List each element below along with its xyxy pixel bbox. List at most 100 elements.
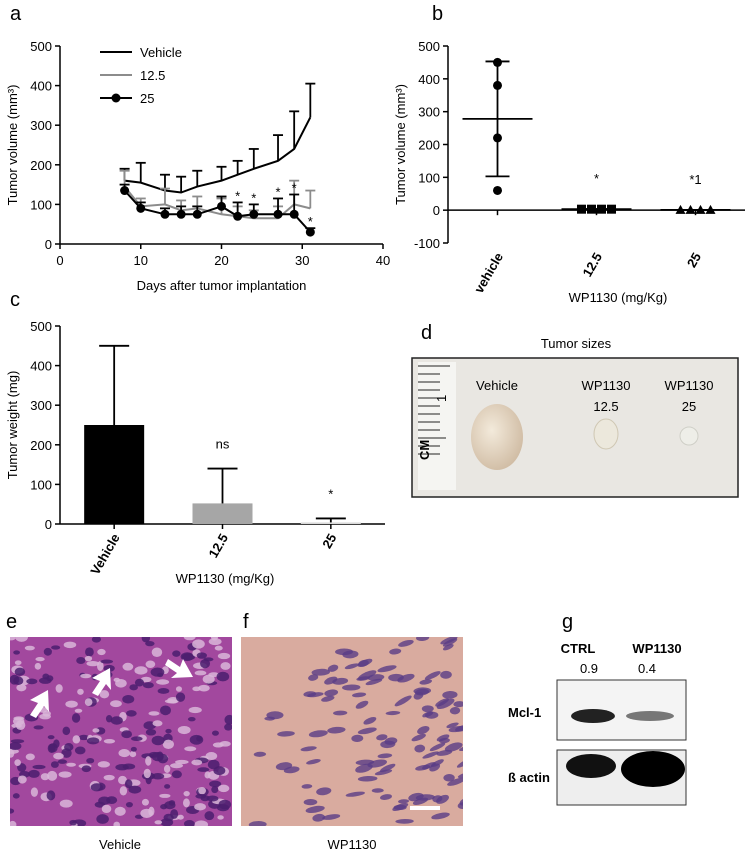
cell [39, 713, 51, 720]
cell [170, 763, 184, 769]
cell [152, 720, 163, 727]
point [249, 209, 259, 219]
cell [118, 775, 127, 785]
cell [164, 699, 178, 704]
cell [183, 820, 195, 826]
y-tick-label: 400 [30, 79, 52, 94]
cell [352, 692, 367, 698]
chart-b: b -100 0 100 200 300 400 500 Tumor volume (mm³) v… [393, 3, 745, 305]
cell [472, 702, 490, 713]
cell [118, 749, 131, 758]
cell [74, 746, 86, 755]
cell [487, 634, 498, 641]
cell [224, 723, 232, 731]
cell [156, 679, 170, 685]
cell [204, 811, 215, 821]
cell [415, 764, 431, 771]
cell [78, 734, 90, 741]
cell [177, 726, 191, 735]
cell [520, 635, 533, 646]
panel-label: g [562, 611, 573, 633]
x-tick-label: 25 [684, 250, 704, 270]
cell [211, 730, 219, 736]
cell [535, 612, 554, 625]
x-tick-label: 12.5 [205, 531, 231, 560]
cell [344, 663, 360, 670]
cell [531, 601, 549, 614]
cell [397, 673, 415, 683]
cell [447, 777, 463, 786]
cell [10, 808, 15, 814]
cell [538, 789, 550, 798]
panel-label: b [432, 3, 443, 25]
point [273, 209, 283, 219]
cell [411, 733, 426, 742]
cell [103, 774, 115, 781]
cell [429, 742, 446, 752]
x-tick-label: vehicle [471, 250, 506, 296]
cell [429, 763, 441, 772]
cell [442, 690, 458, 699]
x-tick-label: 40 [376, 253, 390, 268]
cell [62, 726, 71, 736]
significance: * [275, 184, 280, 199]
point [120, 186, 130, 196]
cell [177, 814, 184, 820]
cell [534, 630, 551, 644]
cell [170, 809, 179, 819]
cell [128, 785, 142, 794]
cell [371, 788, 384, 793]
cell [160, 705, 171, 716]
cell [194, 670, 207, 676]
y-tick-label: 200 [30, 158, 52, 173]
cell [453, 701, 463, 708]
cell [53, 752, 64, 760]
cell [151, 735, 165, 746]
point [136, 203, 146, 213]
cell [324, 689, 339, 697]
panel-label: a [10, 3, 22, 25]
cell [463, 796, 474, 804]
cell [32, 764, 46, 770]
y-tick-label: 100 [418, 170, 440, 185]
cell [332, 677, 349, 685]
cell [13, 716, 25, 721]
cell [59, 799, 73, 808]
cell [125, 801, 133, 808]
cell [194, 820, 209, 826]
cell [345, 791, 365, 797]
cell [457, 802, 463, 809]
cell [148, 751, 160, 758]
y-tick-label: -100 [414, 236, 440, 251]
cell [442, 644, 454, 651]
cell [197, 767, 210, 772]
cell [28, 769, 40, 778]
y-tick-label: 300 [418, 105, 440, 120]
cell [376, 734, 388, 741]
cell [449, 617, 464, 627]
cell [58, 771, 72, 778]
cell [26, 678, 38, 685]
cell [10, 739, 25, 744]
cell [492, 634, 511, 648]
cell [10, 637, 16, 641]
x-axis-label: WP1130 (mg/Kg) [569, 290, 668, 305]
cell [134, 678, 145, 687]
cell [96, 814, 109, 824]
cell [113, 821, 121, 826]
cell [141, 637, 151, 643]
cell [477, 770, 490, 780]
point [160, 209, 170, 219]
cell [84, 655, 93, 662]
cell [17, 775, 27, 784]
cell [50, 761, 59, 768]
cell [86, 737, 100, 745]
cell [191, 759, 203, 766]
panel-label: f [243, 611, 249, 633]
cell [47, 770, 58, 781]
cell [14, 759, 21, 766]
cell [248, 821, 267, 826]
y-tick-label: 300 [30, 118, 52, 133]
cell [16, 684, 27, 692]
cell [491, 786, 503, 793]
